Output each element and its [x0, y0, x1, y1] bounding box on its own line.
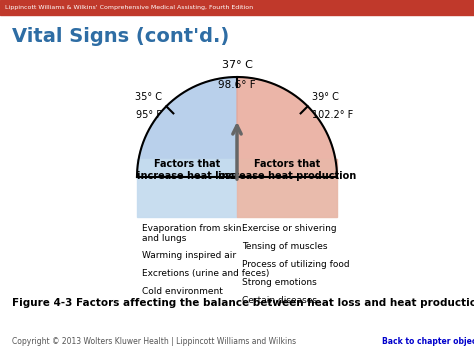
Text: 102.2° F: 102.2° F: [312, 110, 353, 120]
Text: Back to chapter objectives: Back to chapter objectives: [382, 338, 474, 346]
Text: Excretions (urine and feces): Excretions (urine and feces): [142, 269, 269, 278]
Text: Warming inspired air: Warming inspired air: [142, 251, 236, 260]
Text: 37° C: 37° C: [221, 60, 253, 70]
Text: Factors that
increase heat production: Factors that increase heat production: [218, 159, 356, 181]
Text: 95° F: 95° F: [137, 110, 162, 120]
Text: 35° C: 35° C: [135, 92, 162, 102]
Text: Strong emotions: Strong emotions: [242, 278, 317, 287]
Text: 39° C: 39° C: [312, 92, 338, 102]
Text: Lippincott Williams & Wilkins' Comprehensive Medical Assisting, Fourth Edition: Lippincott Williams & Wilkins' Comprehen…: [5, 5, 253, 11]
Text: Figure 4-3 Factors affecting the balance between heat loss and heat production.: Figure 4-3 Factors affecting the balance…: [12, 298, 474, 308]
Text: Certain diseases: Certain diseases: [242, 296, 317, 305]
Text: Copyright © 2013 Wolters Kluwer Health | Lippincott Williams and Wilkins: Copyright © 2013 Wolters Kluwer Health |…: [12, 338, 296, 346]
Bar: [0, 0, 474, 15]
Text: Evaporation from skin
and lungs: Evaporation from skin and lungs: [142, 224, 241, 244]
Bar: [137, 159, 237, 217]
Text: Vital Signs (cont'd.): Vital Signs (cont'd.): [12, 27, 229, 47]
Bar: [237, 159, 337, 217]
Text: Process of utilizing food: Process of utilizing food: [242, 260, 350, 269]
Text: Factors that
increase heat loss: Factors that increase heat loss: [137, 159, 237, 181]
Text: 98.6° F: 98.6° F: [218, 80, 256, 90]
Text: Tensing of muscles: Tensing of muscles: [242, 242, 328, 251]
Text: Cold environment: Cold environment: [142, 287, 223, 296]
Polygon shape: [237, 77, 337, 177]
Polygon shape: [137, 77, 237, 177]
Text: Exercise or shivering: Exercise or shivering: [242, 224, 337, 233]
